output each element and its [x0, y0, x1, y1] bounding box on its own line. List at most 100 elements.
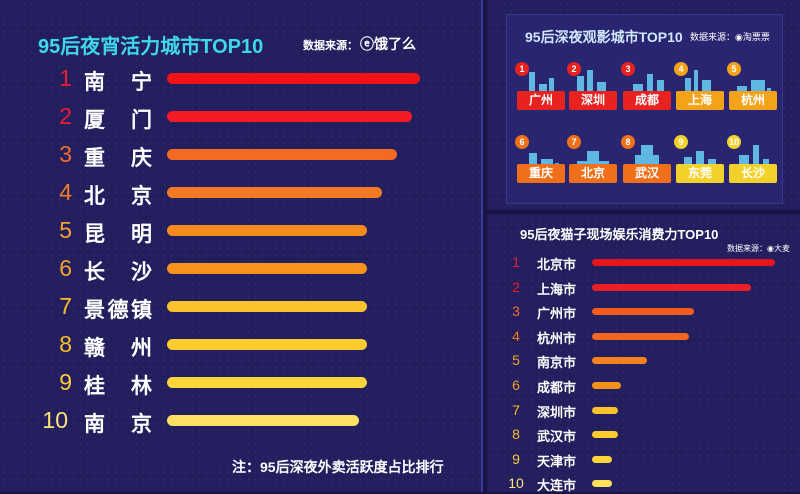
rank-label: 10 — [42, 407, 68, 433]
city-tile: 上海 4 — [674, 62, 724, 110]
rank-badge: 8 — [621, 135, 635, 149]
building-shape — [694, 70, 698, 98]
bar — [592, 284, 751, 291]
category-label: 南京 — [84, 413, 152, 436]
category-label: 赣州 — [84, 337, 152, 360]
city-label: 杭州 — [729, 91, 777, 110]
bar — [592, 480, 612, 487]
building-shape — [587, 70, 593, 98]
rank-badge: 3 — [621, 62, 635, 76]
rank-label: 3 — [59, 141, 72, 167]
rank-badge: 5 — [727, 62, 741, 76]
category-label: 武汉市 — [537, 429, 577, 444]
building-shape — [597, 82, 606, 98]
building-shape — [529, 153, 537, 171]
category-label: 天津市 — [537, 454, 577, 469]
city-label: 重庆 — [517, 164, 565, 183]
rank-label: 6 — [59, 255, 72, 281]
rank-label: 6 — [512, 377, 520, 393]
bar — [167, 225, 367, 236]
city-tile: 东莞 9 — [674, 135, 724, 183]
rank-label: 7 — [512, 402, 520, 418]
nightsnack-panel: 95后夜宵活力城市TOP10 数据来源： ⓔ饿了么 1 南宁 2 厦门 3 重庆 4 北京 5 昆明… — [0, 0, 483, 492]
bar — [592, 308, 694, 315]
category-label: 北京 — [84, 185, 152, 208]
bar — [167, 377, 367, 388]
category-label: 上海市 — [537, 282, 577, 297]
taopiaopiao-logo: ◉淘票票 — [735, 32, 770, 42]
rank-label: 3 — [512, 303, 520, 319]
building-shape — [702, 80, 711, 98]
damai-logo-text: 大麦 — [773, 244, 790, 253]
bar — [592, 259, 775, 266]
category-label: 成都市 — [537, 380, 577, 395]
bar — [167, 149, 397, 160]
bar — [592, 431, 618, 438]
rank-label: 2 — [512, 279, 520, 295]
rank-badge: 2 — [567, 62, 581, 76]
city-label: 北京 — [569, 164, 617, 183]
bar — [167, 339, 367, 350]
city-tile: 杭州 5 — [727, 62, 777, 110]
rank-badge: 10 — [727, 135, 741, 149]
damai-logo: ◉大麦 — [767, 244, 790, 253]
rank-label: 9 — [512, 451, 520, 467]
category-label: 昆明 — [84, 223, 152, 246]
skyline-icon — [573, 70, 613, 98]
rank-badge: 4 — [674, 62, 688, 76]
latenight-movie-panel: 95后深夜观影城市TOP10 数据来源：◉淘票票 广州 1 深圳 2 成都 3 上海 4 杭州 5… — [487, 0, 800, 210]
category-label: 杭州市 — [537, 331, 577, 346]
category-label: 南京市 — [537, 355, 577, 370]
city-label: 东莞 — [676, 164, 724, 183]
city-tile: 成都 3 — [621, 62, 671, 110]
chart3-source: 数据来源：◉大麦 — [727, 243, 790, 254]
chart2-source: 数据来源：◉淘票票 — [690, 30, 770, 43]
category-label: 南宁 — [84, 71, 152, 94]
city-label: 上海 — [676, 91, 724, 110]
building-shape — [529, 72, 535, 98]
rank-badge: 9 — [674, 135, 688, 149]
chart1-source: 数据来源： ⓔ饿了么 — [303, 34, 416, 54]
city-tile: 北京 7 — [567, 135, 617, 183]
city-label: 成都 — [623, 91, 671, 110]
rank-label: 5 — [59, 217, 72, 243]
rank-label: 10 — [508, 475, 524, 491]
building-shape — [739, 155, 749, 171]
chart3-source-label: 数据来源： — [727, 244, 767, 253]
bar — [592, 333, 689, 340]
taopiaopiao-logo-text: 淘票票 — [742, 32, 770, 42]
chart1-title: 95后夜宵活力城市TOP10 — [38, 36, 264, 58]
bar — [167, 415, 359, 426]
city-label: 广州 — [517, 91, 565, 110]
category-label: 深圳市 — [537, 405, 577, 420]
building-shape — [696, 151, 704, 171]
entertainment-spend-panel: 95后夜猫子现场娱乐消费力TOP10 数据来源：◉大麦 1 北京市 2 上海市 3 广州市… — [487, 214, 800, 493]
building-shape — [657, 80, 664, 98]
city-tile: 长沙 10 — [727, 135, 777, 183]
city-tile: 重庆 6 — [515, 135, 565, 183]
bar — [167, 301, 367, 312]
building-shape — [647, 74, 653, 98]
building-shape — [685, 78, 691, 98]
bar — [592, 456, 612, 463]
rank-label: 4 — [59, 179, 72, 205]
category-label: 重庆 — [84, 147, 152, 170]
rank-label: 1 — [59, 65, 72, 91]
rank-label: 8 — [512, 426, 520, 442]
rank-label: 1 — [512, 254, 520, 270]
city-tile: 武汉 8 — [621, 135, 671, 183]
eleme-logo-text: 饿了么 — [374, 36, 416, 52]
chart3-title: 95后夜猫子现场娱乐消费力TOP10 — [520, 227, 719, 242]
chart1-note: 注：95后深夜外卖活跃度占比排行 — [232, 459, 444, 475]
category-label: 北京市 — [537, 257, 577, 272]
category-label: 景德镇 — [84, 299, 152, 322]
category-label: 桂林 — [84, 375, 152, 398]
rank-label: 2 — [59, 103, 72, 129]
chart2-title: 95后深夜观影城市TOP10 — [525, 29, 683, 45]
building-shape — [577, 76, 584, 98]
building-shape — [753, 145, 759, 171]
bar — [592, 407, 618, 414]
eleme-logo: ⓔ饿了么 — [360, 36, 416, 52]
category-label: 大连市 — [537, 478, 577, 493]
rank-label: 5 — [512, 352, 520, 368]
